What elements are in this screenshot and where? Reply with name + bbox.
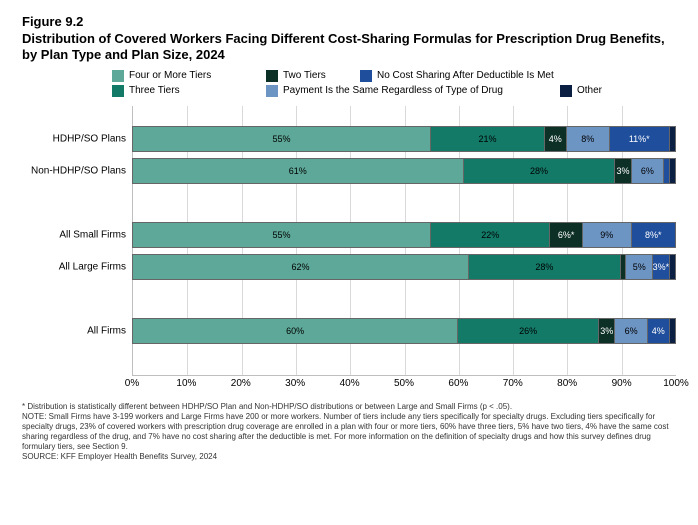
x-tick-label: 80% [557,378,577,389]
x-axis: 0%10%20%30%40%50%60%70%80%90%100% [132,376,676,392]
x-tick-label: 0% [125,378,139,389]
x-tick-label: 30% [285,378,305,389]
x-tick-label: 50% [394,378,414,389]
legend-item: Three Tiers [112,85,252,97]
footnote-note: NOTE: Small Firms have 3-199 workers and… [22,412,676,452]
legend-swatch [112,85,124,97]
legend-item: Other [560,85,640,97]
legend-swatch [360,70,372,82]
bar-segment: 6% [632,159,665,183]
bar-segment: 26% [458,319,599,343]
legend-item: Two Tiers [266,70,346,82]
bars: 55%21%4%8%11%*61%28%3%6%55%22%6%*9%8%*62… [132,106,676,376]
bar-segment: 5% [626,255,653,279]
footnote-source: SOURCE: KFF Employer Health Benefits Sur… [22,452,676,462]
y-axis-label: All Large Firms [22,261,126,272]
bar-segment: 11%* [610,127,670,151]
chart: HDHP/SO Plans Non-HDHP/SO Plans All Small … [22,106,676,376]
bar-segment [670,255,675,279]
bar-segment [670,319,675,343]
legend-item: No Cost Sharing After Deductible Is Met [360,70,620,82]
bar-row: 55%21%4%8%11%* [132,126,676,152]
bar-segment: 3%* [653,255,669,279]
legend-swatch [112,70,124,82]
bar-row: 62%28%5%3%* [132,254,676,280]
x-tick-label: 90% [612,378,632,389]
bar-segment: 3% [599,319,615,343]
bar-row: 60%26%3%6%4% [132,318,676,344]
x-tick-label: 60% [448,378,468,389]
bar-segment: 9% [583,223,632,247]
legend-label: Four or More Tiers [129,70,211,81]
legend-label: Other [577,85,602,96]
bar-segment [670,127,675,151]
legend-label: Two Tiers [283,70,326,81]
legend-label: Payment Is the Same Regardless of Type o… [283,85,503,96]
legend-swatch [266,70,278,82]
x-tick-label: 100% [663,378,689,389]
x-tick-label: 10% [176,378,196,389]
legend-label: Three Tiers [129,85,180,96]
bar-row: 55%22%6%*9%8%* [132,222,676,248]
legend-swatch [266,85,278,97]
bar-segment: 6%* [550,223,583,247]
bar-segment: 55% [133,127,431,151]
bar-segment: 62% [133,255,469,279]
bar-segment: 55% [133,223,431,247]
bar-segment: 8%* [632,223,675,247]
figure-title: Distribution of Covered Workers Facing D… [22,31,676,64]
bar-segment: 3% [615,159,631,183]
bar-segment: 28% [464,159,616,183]
y-axis-label: Non-HDHP/SO Plans [22,165,126,176]
bar-segment: 61% [133,159,464,183]
plot-area: 55%21%4%8%11%*61%28%3%6%55%22%6%*9%8%*62… [132,106,676,376]
bar-segment: 22% [431,223,550,247]
bar-segment: 4% [545,127,567,151]
bar-segment: 28% [469,255,621,279]
x-tick-label: 20% [231,378,251,389]
footnote-sig: * Distribution is statistically differen… [22,402,676,412]
legend-swatch [560,85,572,97]
legend-item: Payment Is the Same Regardless of Type o… [266,85,546,97]
figure-label: Figure 9.2 [22,14,676,29]
legend-label: No Cost Sharing After Deductible Is Met [377,70,554,81]
bar-row: 61%28%3%6% [132,158,676,184]
footnotes: * Distribution is statistically differen… [22,402,676,462]
y-axis-labels: HDHP/SO Plans Non-HDHP/SO Plans All Small … [22,106,132,376]
legend-item: Four or More Tiers [112,70,252,82]
bar-segment: 21% [431,127,545,151]
bar-segment: 8% [567,127,610,151]
x-tick-label: 40% [340,378,360,389]
bar-segment: 6% [615,319,648,343]
bar-segment: 60% [133,319,458,343]
legend: Four or More Tiers Two Tiers No Cost Shari… [22,70,676,100]
y-axis-label: HDHP/SO Plans [22,133,126,144]
bar-segment [670,159,675,183]
x-tick-label: 70% [503,378,523,389]
bar-segment: 4% [648,319,670,343]
y-axis-label: All Small Firms [22,229,126,240]
y-axis-label: All Firms [22,325,126,336]
